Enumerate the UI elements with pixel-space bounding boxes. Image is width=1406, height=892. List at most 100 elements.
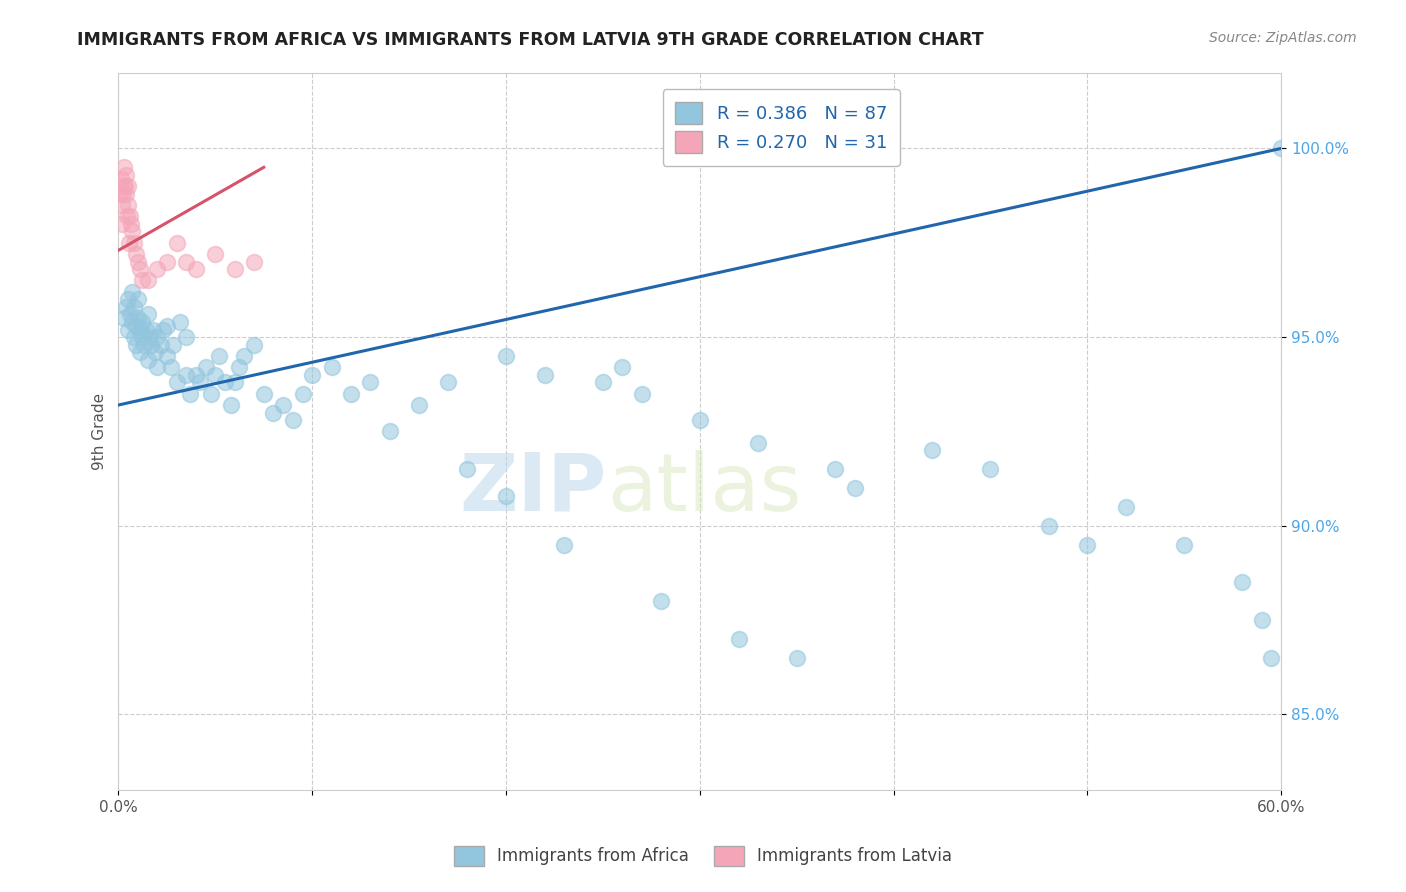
Point — [200, 386, 222, 401]
Point — [156, 318, 179, 333]
Point — [592, 376, 614, 390]
Point — [125, 337, 148, 351]
Point — [122, 235, 145, 250]
Point — [786, 650, 808, 665]
Point — [1250, 613, 1272, 627]
Point — [136, 352, 159, 367]
Point — [359, 376, 381, 390]
Point — [117, 198, 139, 212]
Point — [146, 360, 169, 375]
Point — [118, 235, 141, 250]
Point — [131, 330, 153, 344]
Point — [844, 481, 866, 495]
Legend: R = 0.386   N = 87, R = 0.270   N = 31: R = 0.386 N = 87, R = 0.270 N = 31 — [662, 89, 900, 166]
Point — [121, 315, 143, 329]
Point — [612, 360, 634, 375]
Point — [253, 386, 276, 401]
Point — [114, 179, 136, 194]
Point — [824, 462, 846, 476]
Point — [495, 489, 517, 503]
Point — [456, 462, 478, 476]
Point — [121, 224, 143, 238]
Point — [533, 368, 555, 382]
Text: IMMIGRANTS FROM AFRICA VS IMMIGRANTS FROM LATVIA 9TH GRADE CORRELATION CHART: IMMIGRANTS FROM AFRICA VS IMMIGRANTS FRO… — [77, 31, 984, 49]
Point — [125, 247, 148, 261]
Point — [127, 293, 149, 307]
Point — [204, 368, 226, 382]
Point — [136, 273, 159, 287]
Point — [122, 300, 145, 314]
Point — [727, 632, 749, 646]
Point — [166, 376, 188, 390]
Point — [128, 322, 150, 336]
Point — [111, 217, 134, 231]
Point — [1076, 538, 1098, 552]
Point — [115, 300, 138, 314]
Point — [127, 254, 149, 268]
Text: ZIP: ZIP — [460, 450, 607, 528]
Point — [162, 337, 184, 351]
Point — [117, 293, 139, 307]
Point — [408, 398, 430, 412]
Point — [110, 186, 132, 201]
Point — [112, 311, 135, 326]
Point — [121, 285, 143, 299]
Point — [184, 368, 207, 382]
Point — [131, 273, 153, 287]
Point — [437, 376, 460, 390]
Point — [921, 443, 943, 458]
Point — [112, 161, 135, 175]
Point — [378, 425, 401, 439]
Point — [214, 376, 236, 390]
Point — [224, 376, 246, 390]
Point — [174, 330, 197, 344]
Point — [243, 337, 266, 351]
Point — [120, 217, 142, 231]
Point — [228, 360, 250, 375]
Point — [208, 349, 231, 363]
Point — [979, 462, 1001, 476]
Point — [143, 345, 166, 359]
Point — [179, 386, 201, 401]
Point — [169, 315, 191, 329]
Point — [166, 235, 188, 250]
Point — [128, 262, 150, 277]
Legend: Immigrants from Africa, Immigrants from Latvia: Immigrants from Africa, Immigrants from … — [440, 832, 966, 880]
Point — [146, 330, 169, 344]
Point — [184, 262, 207, 277]
Point — [142, 322, 165, 336]
Point — [159, 360, 181, 375]
Point — [117, 322, 139, 336]
Point — [128, 345, 150, 359]
Point — [243, 254, 266, 268]
Point — [156, 349, 179, 363]
Point — [115, 186, 138, 201]
Point — [321, 360, 343, 375]
Point — [127, 311, 149, 326]
Point — [291, 386, 314, 401]
Point — [1270, 141, 1292, 155]
Point — [115, 210, 138, 224]
Point — [553, 538, 575, 552]
Point — [138, 330, 160, 344]
Point — [262, 405, 284, 419]
Point — [650, 594, 672, 608]
Point — [125, 318, 148, 333]
Y-axis label: 9th Grade: 9th Grade — [93, 392, 107, 470]
Point — [150, 337, 173, 351]
Text: Source: ZipAtlas.com: Source: ZipAtlas.com — [1209, 31, 1357, 45]
Point — [271, 398, 294, 412]
Point — [141, 337, 163, 351]
Text: atlas: atlas — [607, 450, 801, 528]
Point — [1260, 650, 1282, 665]
Point — [224, 262, 246, 277]
Point — [1115, 500, 1137, 514]
Point — [174, 254, 197, 268]
Point — [135, 322, 157, 336]
Point — [136, 308, 159, 322]
Point — [110, 171, 132, 186]
Point — [1173, 538, 1195, 552]
Point — [111, 198, 134, 212]
Point — [188, 376, 211, 390]
Point — [1232, 575, 1254, 590]
